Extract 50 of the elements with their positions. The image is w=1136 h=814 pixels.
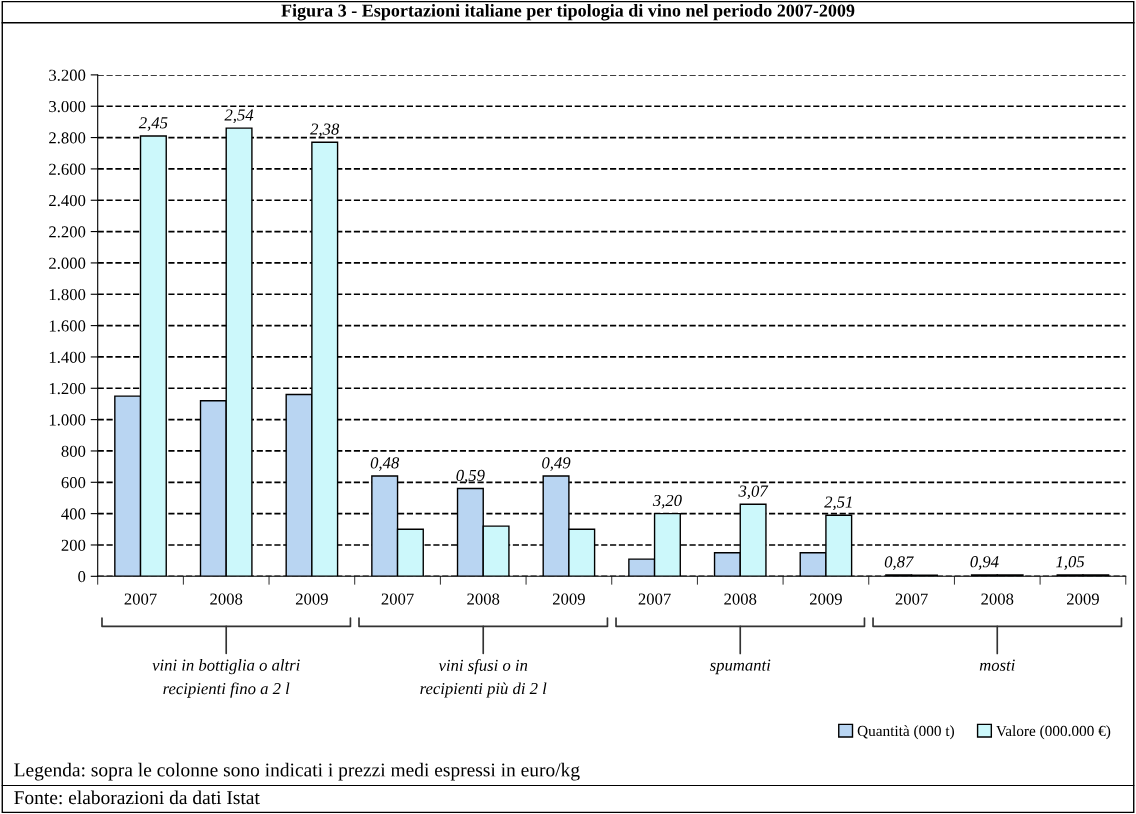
- x-tick-label: 2009: [809, 593, 842, 605]
- annotation: 3,20: [652, 494, 682, 509]
- y-tick-label: 1.800: [49, 288, 86, 301]
- y-tick-label: 800: [61, 445, 86, 457]
- annotation: 2,38: [310, 123, 340, 138]
- text: vini sfusi o in recipienti più di 2 l: [420, 659, 547, 698]
- y-tick-label: 2.400: [49, 194, 86, 207]
- y-tick-label: 1.600: [49, 320, 86, 332]
- y-tick-label: 2.800: [49, 132, 86, 144]
- annotation: 0,48: [370, 457, 400, 471]
- source-note: Fonte: elaborazioni da dati Istat: [14, 790, 260, 805]
- x-tick-label: 2007: [638, 593, 671, 605]
- y-tick-label: 1.000: [49, 414, 86, 426]
- annotation: 2,51: [824, 496, 852, 511]
- y-tick-label: 2.600: [49, 163, 86, 175]
- annotation: 2,54: [224, 109, 254, 124]
- legend-label: Valore (000.000 €): [996, 725, 1111, 740]
- y-tick-label: 0: [78, 571, 86, 583]
- y-tick-label: 2.000: [49, 257, 86, 269]
- text: spumanti: [709, 659, 771, 675]
- y-tick-label: 1.400: [49, 351, 86, 363]
- text: vini in bottiglia o altri recipienti fino a 2 l: [152, 659, 300, 698]
- y-tick-label: 200: [61, 539, 86, 551]
- annotation: 0,49: [542, 457, 571, 471]
- y-tick-label: 600: [61, 476, 86, 489]
- x-tick-label: 2007: [381, 593, 414, 605]
- annotation: 0,59: [456, 469, 485, 484]
- text: mosti: [979, 659, 1015, 671]
- annotation: 3,07: [738, 485, 769, 500]
- x-tick-label: 2007: [124, 593, 157, 605]
- annotation: 1,05: [1056, 556, 1085, 570]
- annotation: 0,87: [884, 556, 914, 570]
- chart-title: Figura 3 - Esportazioni italiane per tipologia di vino nel periodo 2007-2009: [281, 3, 855, 21]
- y-tick-label: 3.000: [49, 100, 86, 113]
- x-tick-label: 2007: [895, 593, 928, 605]
- text: Legenda: sopra le colonne sono indicati i prezzi medi espressi in euro/kg: [14, 762, 580, 781]
- x-tick-label: 2008: [981, 593, 1014, 605]
- x-tick-label: 2008: [467, 593, 500, 605]
- x-tick-label: 2009: [1067, 593, 1099, 605]
- y-tick-label: 1.200: [49, 382, 86, 395]
- y-tick-label: 3.200: [49, 69, 86, 81]
- x-tick-label: 2009: [552, 593, 585, 605]
- x-tick-label: 2008: [724, 593, 757, 605]
- x-tick-label: 2009: [295, 593, 328, 605]
- annotation: 2,45: [138, 117, 168, 131]
- y-tick-label: 2.200: [49, 226, 86, 238]
- y-tick-label: 400: [61, 508, 86, 520]
- legend-label: Quantità (000 t): [857, 725, 954, 740]
- x-tick-label: 2008: [210, 593, 243, 605]
- annotation: 0,94: [970, 556, 999, 570]
